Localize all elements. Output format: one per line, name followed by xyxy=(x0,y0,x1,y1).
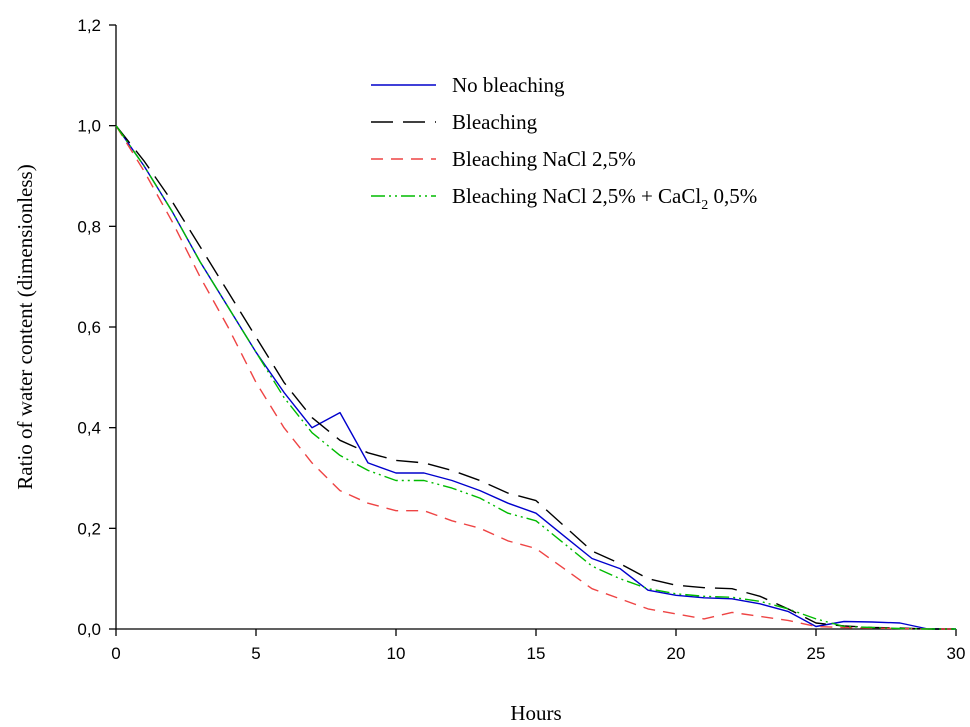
legend-label-3: Bleaching NaCl 2,5% xyxy=(452,147,636,171)
legend-label-4: Bleaching NaCl 2,5% + CaCl2 0,5% xyxy=(452,184,757,213)
series-line-1 xyxy=(115,125,956,630)
x-tick-label: 0 xyxy=(111,644,120,663)
x-tick-label: 10 xyxy=(387,644,406,663)
x-tick-label: 20 xyxy=(667,644,686,663)
y-tick-label: 0,6 xyxy=(77,318,101,337)
legend: No bleaching Bleaching Bleaching NaCl 2,5%… xyxy=(371,73,757,213)
legend-label-text: Bleaching xyxy=(452,110,538,134)
series-line-4 xyxy=(115,125,956,630)
axes: 0 5 10 15 20 25 30 0,0 0,2 0,4 0,6 0,8 1,0 1,2 xyxy=(77,16,965,663)
x-tick-label: 5 xyxy=(251,644,260,663)
legend-label-text: Bleaching NaCl 2,5% + CaCl xyxy=(452,184,701,208)
x-tick-label: 15 xyxy=(527,644,546,663)
legend-label-suffix: 0,5% xyxy=(708,184,757,208)
y-tick-label: 0,2 xyxy=(77,519,101,538)
series-line-2 xyxy=(115,125,956,630)
series-layer xyxy=(115,125,956,630)
y-tick-label: 1,0 xyxy=(77,117,101,136)
x-axis-title: Hours xyxy=(510,701,561,725)
y-tick-label: 0,4 xyxy=(77,419,101,438)
y-axis-title: Ratio of water content (dimensionless) xyxy=(13,164,37,489)
legend-label-subscript: 2 xyxy=(701,198,708,213)
x-tick-label: 30 xyxy=(947,644,966,663)
legend-label-2: Bleaching xyxy=(452,110,538,134)
x-tick-label: 25 xyxy=(807,644,826,663)
y-tick-label: 0,0 xyxy=(77,620,101,639)
legend-label-text: Bleaching NaCl 2,5% xyxy=(452,147,636,171)
y-tick-label: 0,8 xyxy=(77,217,101,236)
y-tick-label: 1,2 xyxy=(77,16,101,35)
legend-label-text: No bleaching xyxy=(452,73,565,97)
legend-label-1: No bleaching xyxy=(452,73,565,97)
